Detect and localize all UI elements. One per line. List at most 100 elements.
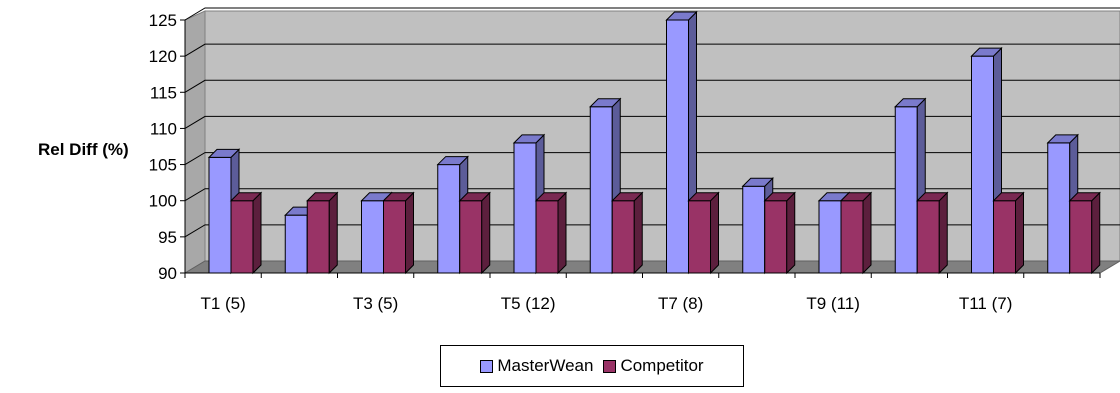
bar-competitor-4-side [481, 191, 491, 275]
legend-item-competitor: Competitor [603, 356, 704, 376]
bar-competitor-3-side [405, 191, 414, 275]
bar-competitor-5-front [535, 200, 559, 274]
bar-competitor-6-front [611, 200, 635, 274]
y-tick-label-115: 115 [150, 83, 177, 102]
bar-masterwean-10-front [894, 106, 918, 274]
bars [207, 10, 1101, 275]
bar-competitor-7 [687, 191, 720, 275]
bar-competitor-9-front [840, 200, 864, 274]
bar-competitor-3 [382, 191, 415, 275]
gridline-95 [184, 224, 1120, 238]
x-tick-label-5: T5 (12) [501, 294, 556, 313]
bar-masterwean-8-front [742, 185, 766, 274]
bar-competitor-8-front [764, 200, 788, 274]
bar-masterwean-7-front [666, 19, 689, 274]
bar-competitor-10-side [938, 191, 948, 275]
gridline-115 [184, 79, 1120, 93]
bar-masterwean-11-front [971, 55, 994, 274]
bar-competitor-4-front [459, 200, 483, 274]
x-axis: T1 (5) T3 (5) T5 (12) T7 (8) T9 (11) T11 (7) [184, 272, 1101, 313]
bar-competitor-8-top [763, 192, 796, 202]
legend-swatch-masterwean [480, 359, 494, 373]
bar-competitor-10-front [916, 200, 940, 274]
bar-competitor-11-side [1015, 191, 1024, 275]
bar-masterwean-5-front [513, 142, 537, 274]
bar-competitor-10-top [916, 192, 949, 202]
x-tick-label-9: T9 (11) [806, 294, 860, 313]
chart-walls [183, 10, 1120, 274]
bar-competitor-12-top [1068, 192, 1101, 202]
bar-competitor-1 [229, 191, 263, 275]
gridline-100 [184, 188, 1120, 202]
bar-competitor-1-side [252, 191, 262, 275]
y-axis-label: Rel Diff (%) [38, 140, 129, 159]
legend-label-masterwean: MasterWean [497, 356, 594, 375]
bar-competitor-4 [458, 191, 491, 275]
bar-competitor-2-front [306, 200, 330, 274]
bar-masterwean-9-front [818, 200, 842, 274]
gridline-125 [184, 7, 1120, 21]
y-tick-label-120: 120 [149, 47, 177, 66]
bar-masterwean-4-front [437, 164, 461, 274]
bar-competitor-9-side [862, 191, 872, 275]
bar-competitor-3-top [382, 192, 415, 202]
bar-masterwean-3-front [361, 200, 384, 274]
x-tick-label-11: T11 (7) [959, 294, 1013, 313]
y-tick-label-95: 95 [158, 228, 177, 247]
bar-masterwean-6-front [589, 106, 613, 274]
y-tick-label-105: 105 [149, 156, 177, 175]
bar-competitor-1-front [230, 200, 254, 274]
x-tick-label-3: T3 (5) [353, 294, 398, 313]
y-axis: 90 95 100 105 110 115 120 125 [149, 11, 186, 283]
bar-competitor-9-top [839, 192, 873, 202]
y-tick-label-125: 125 [149, 11, 177, 30]
x-tick-label-7: T7 (8) [658, 294, 703, 313]
bar-competitor-8 [763, 191, 796, 275]
gridlines [184, 7, 1120, 238]
bar-masterwean-7-top [665, 11, 698, 21]
bar-competitor-12-side [1091, 191, 1101, 275]
bar-competitor-11 [992, 191, 1025, 275]
bar-masterwean-10-top [894, 98, 927, 108]
bar-competitor-3-front [383, 200, 406, 274]
bar-competitor-11-front [993, 200, 1016, 274]
bar-competitor-4-top [458, 192, 491, 202]
bar-masterwean-6-top [589, 98, 622, 108]
bar-masterwean-8-top [741, 177, 774, 187]
bar-masterwean-12-top [1046, 134, 1079, 144]
bar-masterwean-11-top [970, 47, 1003, 57]
bar-competitor-7-top [687, 192, 720, 202]
legend-label-competitor: Competitor [620, 356, 704, 375]
bar-masterwean-4-top [436, 156, 469, 166]
bar-competitor-6 [611, 191, 644, 275]
bar-masterwean-12-front [1047, 142, 1071, 274]
gridline-120 [184, 43, 1120, 57]
bar-masterwean-2-front [284, 214, 308, 274]
bar-competitor-6-side [633, 191, 643, 275]
bar-competitor-2-side [328, 191, 338, 275]
bar-competitor-12-front [1069, 200, 1093, 274]
bar-competitor-5-top [534, 192, 568, 202]
y-tick-label-110: 110 [150, 119, 177, 138]
bar-competitor-2-top [306, 192, 339, 202]
x-tick-label-1: T1 (5) [200, 294, 245, 313]
gridline-105 [184, 152, 1120, 166]
y-tick-label-90: 90 [158, 264, 177, 283]
bar-masterwean-1-front [208, 156, 232, 274]
y-tick-label-100: 100 [149, 192, 177, 211]
bar-competitor-7-front [688, 200, 711, 274]
bar-competitor-10 [916, 191, 949, 275]
bar-competitor-7-side [710, 191, 719, 275]
bar-competitor-9 [839, 191, 873, 275]
bar-competitor-5-side [557, 191, 567, 275]
bar-masterwean-1-top [207, 148, 241, 158]
bar-competitor-8-side [786, 191, 796, 275]
legend: MasterWean Competitor [440, 345, 744, 387]
bar-competitor-11-top [992, 192, 1025, 202]
bar-competitor-2 [306, 191, 339, 275]
legend-item-masterwean: MasterWean [480, 356, 593, 376]
bar-competitor-5 [534, 191, 568, 275]
bar-competitor-12 [1068, 191, 1101, 275]
bar-competitor-1-top [229, 192, 263, 202]
